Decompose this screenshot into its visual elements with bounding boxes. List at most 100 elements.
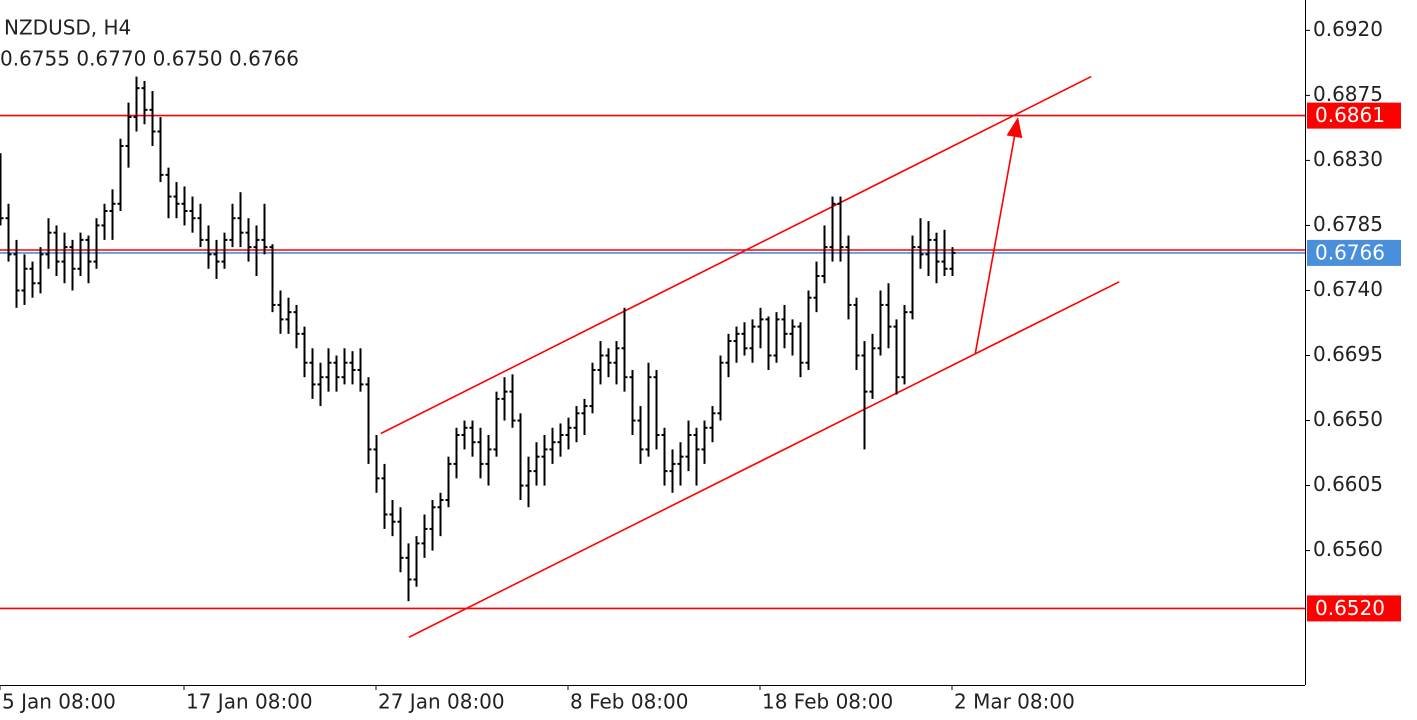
ohlc-bar: [21, 254, 28, 305]
ohlc-bar: [845, 235, 852, 320]
ohlc-bar: [285, 297, 292, 334]
ohlc-bar: [109, 189, 116, 240]
ohlc-bar: [133, 76, 140, 132]
x-tick-label: 18 Feb 08:00: [762, 690, 893, 714]
ohlc-bar: [573, 406, 580, 443]
y-tick-label: 0.6920: [1313, 17, 1383, 41]
ohlc-bar: [581, 398, 588, 435]
y-tick-label: 0.6740: [1313, 277, 1383, 301]
ohlc-bar: [765, 316, 772, 370]
ohlc-bar: [949, 247, 956, 277]
ohlc-bar: [149, 91, 156, 146]
price-level-box: [1307, 595, 1401, 622]
ohlc-bar: [445, 456, 452, 508]
y-tick-label: 0.6875: [1313, 82, 1383, 106]
ohlc-bar: [453, 427, 460, 479]
x-tick-label: 2 Mar 08:00: [954, 690, 1075, 714]
ohlc-bar: [493, 391, 500, 457]
ohlc-bar: [533, 442, 540, 486]
ohlc-bar: [429, 500, 436, 551]
ohlc-bar: [61, 232, 68, 284]
ohlc-bar: [477, 427, 484, 479]
ohlc-bar: [421, 514, 428, 558]
ohlc-bar: [0, 153, 4, 226]
ohlc-bar: [909, 235, 916, 320]
ohlc-bar: [301, 326, 308, 378]
ohlc-bar: [637, 406, 644, 464]
x-tick-label: 8 Feb 08:00: [570, 690, 689, 714]
ohlc-bar: [85, 235, 92, 284]
y-tick-label: 0.6830: [1313, 147, 1383, 171]
x-tick-label: 17 Jan 08:00: [186, 690, 313, 714]
plot-area: [0, 75, 1305, 639]
ohlc-bar: [253, 225, 260, 277]
ohlc-bar: [629, 369, 636, 435]
ohlc-bar: [829, 196, 836, 262]
ohlc-bar: [221, 232, 228, 269]
ohlc-bar: [597, 341, 604, 385]
ohlc-bar: [773, 312, 780, 363]
y-tick-label: 0.6605: [1313, 472, 1383, 496]
ohlc-bar: [813, 261, 820, 313]
y-tick-label: 0.6785: [1313, 212, 1383, 236]
trend-line: [380, 75, 1092, 435]
ohlc-bar: [165, 167, 172, 219]
ohlc-bar: [941, 229, 948, 277]
ohlc-bar: [277, 290, 284, 334]
ohlc-bar: [261, 203, 268, 255]
ohlc-bar: [717, 355, 724, 421]
ohlc-bar: [797, 322, 804, 378]
ohlc-bar: [741, 322, 748, 356]
ohlc-bar: [157, 117, 164, 183]
ohlc-bar: [341, 348, 348, 385]
ohlc-bar: [117, 138, 124, 211]
ohlc-bar: [709, 406, 716, 443]
ohlc-bar: [893, 319, 900, 395]
arrow-shaft: [974, 136, 1016, 355]
ohlc-bar: [389, 500, 396, 537]
ohlc-bar: [517, 413, 524, 501]
ohlc-bar: [853, 297, 860, 370]
price-level-label: 0.6520: [1315, 596, 1385, 620]
ohlc-bar: [885, 283, 892, 349]
ohlc-bar: [701, 420, 708, 464]
ohlc-bar: [685, 420, 692, 472]
x-tick-label: 5 Jan 08:00: [2, 690, 116, 714]
ohlc-bar: [469, 420, 476, 457]
ohlc-bar: [661, 427, 668, 486]
ohlc-bar: [821, 225, 828, 284]
ohlc-bar: [141, 80, 148, 125]
ohlc-bar: [5, 203, 12, 262]
ohlc-bar: [557, 423, 564, 457]
y-tick-label: 0.6650: [1313, 407, 1383, 431]
ohlc-bar: [213, 239, 220, 279]
price-level-label: 0.6861: [1315, 103, 1385, 127]
ohlc-bar: [733, 326, 740, 363]
ohlc-bar: [357, 348, 364, 392]
ohlc-bar: [269, 244, 276, 313]
ohlc-bar: [781, 304, 788, 349]
price-level-box: [1307, 102, 1401, 129]
ohlc-bar: [237, 192, 244, 248]
ohlc-bar: [645, 362, 652, 457]
ohlc-bar: [613, 341, 620, 385]
ohlc-bar: [757, 307, 764, 349]
ohlc-bar: [925, 221, 932, 277]
ohlc-bar: [93, 218, 100, 269]
ohlc-bar: [901, 304, 908, 385]
ohlc-bar: [293, 304, 300, 349]
ohlc-bar: [605, 348, 612, 378]
ohlc-bar: [189, 196, 196, 233]
ohlc-bar: [29, 261, 36, 298]
ohlc-bar: [45, 218, 52, 269]
ohlc-bar: [245, 218, 252, 262]
ohlc-bar: [437, 492, 444, 537]
ohlc-bar: [69, 239, 76, 291]
ohlc-bar: [501, 377, 508, 421]
ohlc-bar: [205, 225, 212, 269]
ohlc-bar: [653, 369, 660, 450]
ohlc-bar: [309, 348, 316, 399]
ohlc-bar: [181, 186, 188, 226]
